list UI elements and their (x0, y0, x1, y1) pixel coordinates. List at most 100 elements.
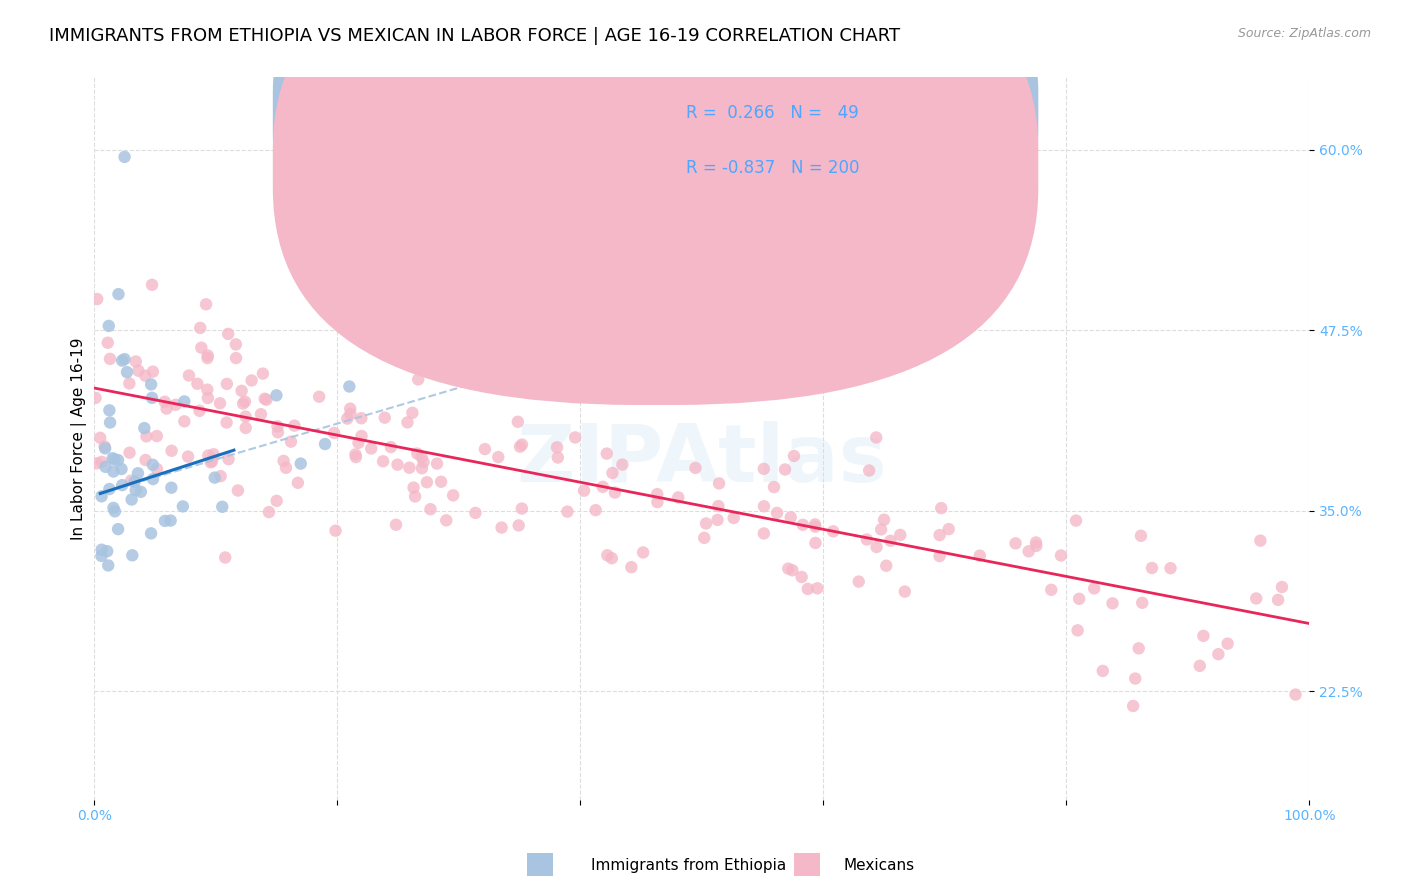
FancyBboxPatch shape (617, 81, 976, 193)
Point (90, 489, 112, 503)
Point (848, 574, 870, 589)
Point (404, 490, 426, 504)
Point (360, 442, 382, 456)
Text: R =  0.266   N =   49: R = 0.266 N = 49 (686, 104, 859, 122)
Point (173, 394, 195, 409)
Point (387, 458, 409, 472)
Point (380, 440, 402, 454)
Point (766, 506, 789, 520)
Point (232, 396, 254, 410)
Point (792, 517, 814, 532)
FancyBboxPatch shape (273, 0, 1038, 350)
Point (773, 462, 796, 476)
Point (160, 481, 183, 495)
Point (235, 421, 257, 435)
Point (165, 398, 187, 412)
Point (645, 487, 668, 501)
Point (929, 501, 952, 516)
Point (266, 419, 288, 434)
Point (197, 449, 219, 463)
Point (790, 570, 813, 584)
Point (90, 542, 112, 557)
Point (873, 513, 896, 527)
Point (374, 410, 396, 425)
Point (398, 460, 420, 475)
Point (197, 349, 219, 363)
Point (1025, 539, 1047, 553)
Point (114, 352, 136, 367)
Point (94, 459, 117, 474)
Point (142, 458, 165, 472)
Point (202, 447, 225, 461)
Point (464, 506, 486, 520)
Point (103, 452, 125, 467)
Point (121, 492, 143, 507)
Point (314, 437, 336, 451)
Point (120, 474, 142, 488)
Point (84, 391, 107, 405)
Point (797, 582, 820, 596)
Point (1069, 591, 1091, 606)
Point (124, 475, 146, 489)
Point (865, 430, 887, 444)
Point (875, 558, 897, 573)
Point (153, 394, 176, 409)
Text: Immigrants from Ethiopia: Immigrants from Ethiopia (591, 858, 786, 872)
Point (762, 480, 785, 494)
Point (350, 411, 373, 425)
Point (1216, 637, 1239, 651)
Point (217, 326, 239, 341)
Point (90, 549, 112, 563)
Point (252, 367, 274, 381)
Point (287, 475, 309, 490)
Point (240, 374, 263, 388)
Point (200, 455, 222, 469)
Point (371, 454, 394, 468)
Point (188, 321, 211, 335)
Point (596, 548, 619, 562)
Point (156, 401, 179, 416)
Point (204, 470, 226, 484)
Point (97, 335, 120, 350)
Point (620, 560, 643, 574)
Point (1267, 592, 1289, 607)
Point (426, 457, 449, 471)
Text: IMMIGRANTS FROM ETHIOPIA VS MEXICAN IN LABOR FORCE | AGE 16-19 CORRELATION CHART: IMMIGRANTS FROM ETHIOPIA VS MEXICAN IN L… (49, 27, 900, 45)
Point (214, 550, 236, 565)
Point (107, 287, 129, 301)
Point (509, 440, 531, 454)
Point (572, 483, 595, 498)
Point (1271, 580, 1294, 594)
Point (406, 446, 429, 460)
Point (547, 450, 569, 465)
Point (412, 455, 434, 469)
Point (928, 549, 950, 563)
Point (267, 425, 290, 440)
Point (159, 514, 181, 528)
Text: Mexicans: Mexicans (844, 858, 915, 872)
Point (173, 414, 195, 428)
Point (277, 153, 299, 167)
Point (97, 558, 120, 573)
Point (894, 584, 917, 599)
Point (647, 495, 669, 509)
Point (600, 551, 623, 566)
Point (257, 505, 280, 519)
Point (685, 461, 707, 475)
Point (160, 443, 183, 458)
Point (280, 434, 302, 449)
Point (406, 372, 429, 386)
Point (856, 533, 879, 547)
Point (474, 442, 496, 456)
Point (110, 462, 132, 476)
Y-axis label: In Labor Force | Age 16-19: In Labor Force | Age 16-19 (72, 337, 87, 540)
Point (752, 500, 775, 514)
Point (506, 415, 529, 429)
Point (211, 500, 233, 514)
Point (938, 522, 960, 536)
Point (969, 549, 991, 563)
Point (253, 392, 276, 406)
Point (107, 453, 129, 467)
Point (889, 528, 911, 542)
Point (142, 472, 165, 486)
